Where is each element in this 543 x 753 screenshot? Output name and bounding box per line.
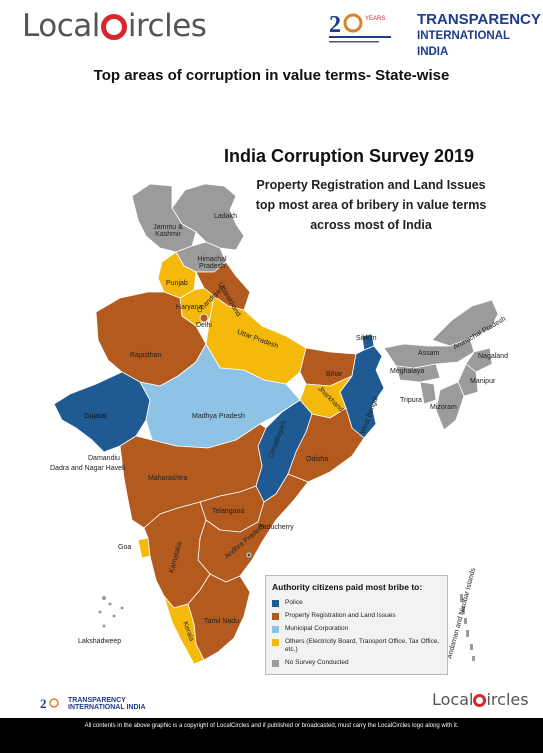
- label-tripura: Tripura: [400, 397, 422, 404]
- swatch-police: [272, 600, 279, 607]
- localcircles-logo: Local ircles: [22, 8, 207, 44]
- label-mp: Madhya Pradesh: [192, 413, 245, 420]
- label-telangana: Telangana: [212, 508, 245, 515]
- label-himachal: Himachal Pradesh: [197, 256, 227, 270]
- state-kerala: [163, 595, 205, 665]
- label-gujarat: Gujarat: [84, 413, 107, 420]
- label-tamilnadu: Tamil Nadu: [204, 618, 240, 625]
- label-sikkim: Sikkim: [356, 335, 377, 342]
- state-tripura: [419, 381, 437, 405]
- legend-label: Others (Electricity Board, Transport Off…: [285, 638, 440, 653]
- label-puducherry: Puducherry: [258, 524, 294, 531]
- legend-label: Municipal Corporation: [285, 625, 349, 632]
- legend-title: Authority citizens paid most bribe to:: [272, 582, 423, 592]
- state-nagaland: [465, 347, 493, 373]
- label-jk: Jammu & Kashmir: [153, 224, 183, 238]
- transparency-international-logo: 2 YEARS TRANSPARENCY INTERNATIONAL INDIA: [325, 8, 541, 58]
- ti-small-text: TRANSPARENCY INTERNATIONAL INDIA: [68, 697, 146, 711]
- label-manipur: Manipur: [470, 378, 496, 385]
- state-meghalaya: [395, 363, 441, 383]
- state-puducherry: [246, 552, 252, 558]
- ti-text: TRANSPARENCY INTERNATIONAL INDIA: [417, 12, 541, 60]
- legend-label: Property Registration and Land Issues: [285, 612, 396, 619]
- label-nagaland: Nagaland: [478, 353, 508, 360]
- survey-subtitle-line3: across most of India: [310, 218, 432, 232]
- legend-item-police: Police: [272, 599, 441, 607]
- label-goa: Goa: [118, 544, 132, 551]
- label-rajasthan: Rajasthan: [130, 352, 162, 359]
- label-daman: Damandiu: [88, 455, 120, 462]
- legend-label: Police: [285, 599, 303, 606]
- legend-item-property: Property Registration and Land Issues: [272, 612, 441, 620]
- ti-line1: TRANSPARENCY: [417, 11, 541, 28]
- location-pin-small-icon: [473, 694, 487, 707]
- ti-small-line1: TRANSPARENCY: [68, 697, 126, 704]
- state-ladakh: [171, 183, 245, 251]
- label-odisha: Odisha: [306, 456, 329, 463]
- survey-subtitle-line2: top most area of bribery in value terms: [255, 198, 487, 212]
- state-jammu-kashmir: [131, 183, 197, 253]
- label-assam: Assam: [418, 350, 440, 357]
- label-mizoram: Mizoram: [430, 404, 457, 411]
- svg-text:2: 2: [40, 696, 47, 711]
- legend-item-others: Others (Electricity Board, Transport Off…: [272, 638, 441, 654]
- twenty-years-small-icon: 2: [40, 696, 59, 711]
- swatch-no-survey: [272, 660, 279, 667]
- legend-item-no-survey: No Survey Conducted: [272, 659, 441, 667]
- label-maharashtra: Maharashtra: [148, 475, 188, 482]
- legend-label: No Survey Conducted: [285, 659, 349, 666]
- state-odisha: [287, 407, 365, 483]
- ti-line2: INTERNATIONAL INDIA: [417, 30, 510, 58]
- label-delhi: Delhi: [196, 322, 212, 329]
- location-pin-icon: [100, 14, 127, 40]
- state-delhi: [199, 313, 209, 323]
- survey-subtitle: Property Registration and Land Issues to…: [236, 175, 506, 235]
- state-manipur: [457, 363, 479, 397]
- legend: Authority citizens paid most bribe to: P…: [265, 575, 448, 675]
- label-dadra: Dadra and Nagar Haveli: [50, 465, 126, 472]
- label-lakshadweep: Lakshadweep: [78, 638, 122, 645]
- swatch-municipal: [272, 626, 279, 633]
- survey-title: India Corruption Survey 2019: [224, 146, 475, 166]
- logo-text-ircles: ircles: [127, 8, 207, 44]
- lc-small-prefix: Local: [432, 690, 474, 709]
- swatch-property: [272, 613, 279, 620]
- logo-text-local: Local: [22, 8, 100, 44]
- label-punjab: Punjab: [166, 280, 188, 287]
- main-title: Top areas of corruption in value terms- …: [93, 67, 450, 84]
- lc-small-suffix: ircles: [486, 690, 529, 709]
- lakshadweep-islands: [98, 596, 124, 628]
- label-bihar: Bihar: [326, 371, 343, 378]
- localcircles-small-logo: Local ircles: [432, 690, 529, 709]
- ti-small-logo: 2 TRANSPARENCY INTERNATIONAL INDIA: [40, 695, 160, 713]
- footer-bar: [0, 718, 543, 753]
- label-ladakh: Ladakh: [214, 213, 237, 220]
- svg-text:2: 2: [329, 12, 341, 38]
- andaman-islands: [460, 594, 475, 661]
- label-haryana: Haryana: [176, 304, 203, 311]
- survey-subtitle-line1: Property Registration and Land Issues: [256, 178, 486, 192]
- swatch-others: [272, 639, 279, 646]
- twenty-years-emblem-icon: 2 YEARS: [329, 12, 391, 43]
- svg-text:YEARS: YEARS: [365, 16, 385, 22]
- label-meghalaya: Meghalaya: [390, 368, 425, 375]
- state-gujarat: [53, 371, 151, 453]
- ti-small-line2: INTERNATIONAL INDIA: [68, 704, 146, 711]
- state-mizoram: [435, 381, 465, 431]
- legend-item-municipal: Municipal Corporation: [272, 625, 441, 633]
- footer-copyright: All contents in the above graphic is a c…: [84, 723, 459, 729]
